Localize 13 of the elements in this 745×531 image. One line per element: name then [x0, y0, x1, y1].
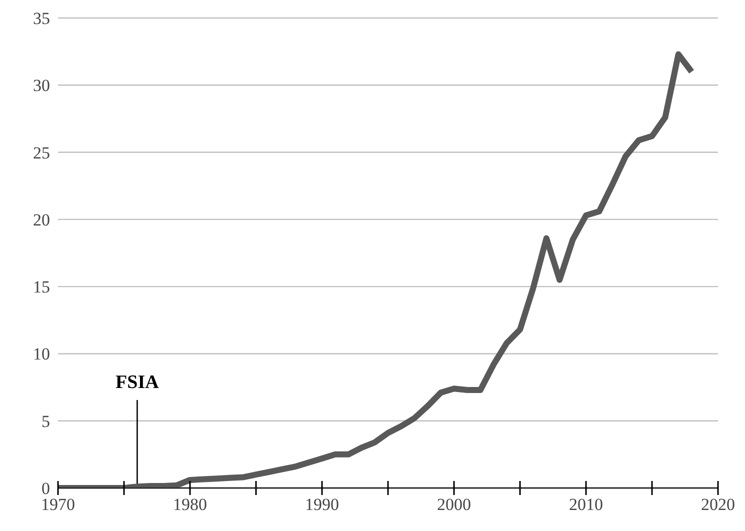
x-tick-label: 1990 — [305, 495, 339, 514]
y-tick-label: 15 — [33, 278, 50, 297]
y-tick-label: 20 — [33, 210, 50, 230]
y-tick-label: 25 — [33, 143, 50, 162]
x-tick-label: 2010 — [569, 495, 603, 514]
y-tick-label: 10 — [33, 344, 50, 364]
y-tick-label: 5 — [42, 412, 50, 431]
ref-line-label: FSIA — [116, 372, 160, 393]
x-tick-label: 1980 — [173, 495, 207, 514]
y-tick-label: 30 — [33, 76, 50, 96]
x-tick-label: 2000 — [437, 495, 471, 514]
y-tick-label: 35 — [33, 9, 50, 28]
x-tick-label: 2020 — [701, 495, 735, 514]
